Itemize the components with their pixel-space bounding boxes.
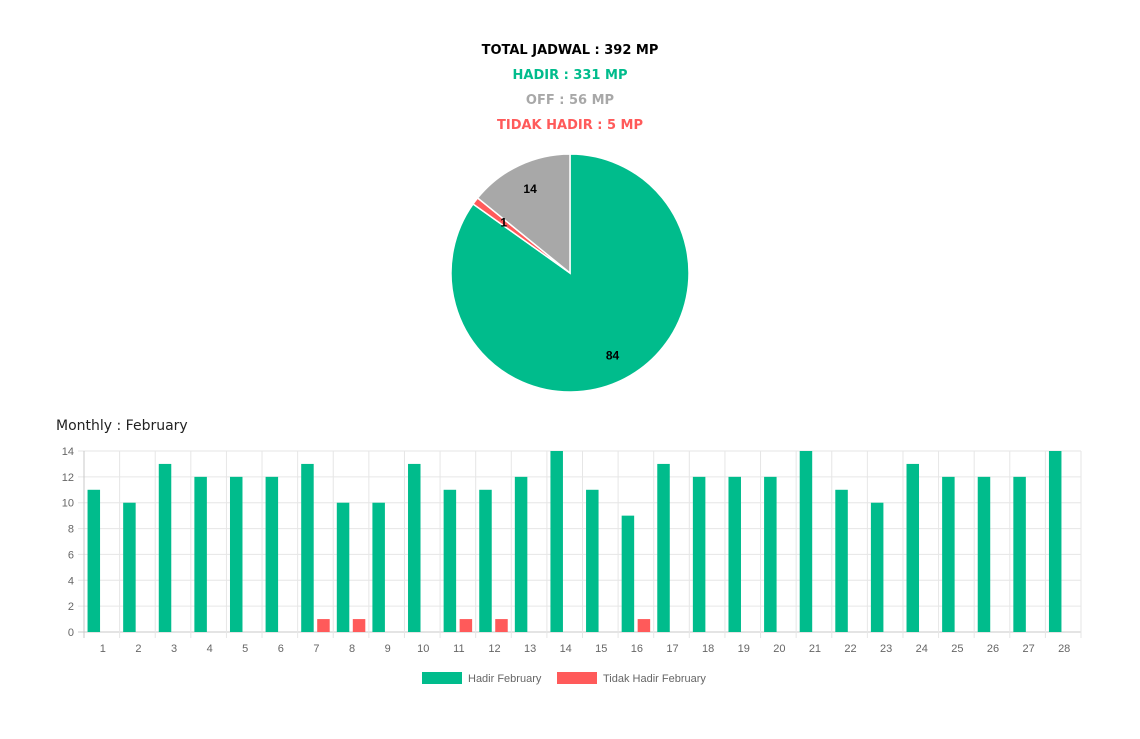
bar-tidak-hadir-day-16 [637,619,651,632]
bar-hadir-day-26 [977,476,991,632]
legend-tidak-hadir-label: Tidak Hadir February [603,673,706,685]
x-tick-label: 18 [702,643,714,655]
bar-hadir-day-13 [514,476,528,632]
bar-hadir-day-12 [479,489,492,632]
bar-hadir-day-28 [1048,451,1062,632]
bar-hadir-day-21 [799,451,813,632]
y-tick-label: 8 [68,524,74,536]
y-tick-label: 4 [68,575,74,587]
x-tick-label: 11 [453,643,464,655]
pie-label-hadir: 84 [606,349,620,363]
x-tick-label: 20 [773,643,785,655]
x-tick-label: 24 [916,643,928,655]
x-tick-label: 13 [524,643,536,655]
y-tick-label: 6 [68,549,74,561]
bar-hadir-day-27 [1013,476,1026,632]
legend-hadir-label: Hadir February [468,673,542,685]
legend-tidak-hadir[interactable]: Tidak Hadir February [557,672,706,685]
bar-tidak-hadir-day-7 [317,619,330,632]
bar-hadir-day-18 [692,476,706,632]
bar-hadir-day-9 [372,502,385,632]
x-tick-label: 8 [349,643,355,655]
bar-tidak-hadir-day-12 [495,619,508,632]
bar-tidak-hadir-day-8 [352,619,366,632]
x-tick-label: 9 [385,643,391,655]
bar-hadir-day-3 [158,463,172,632]
x-tick-label: 23 [880,643,892,655]
x-tick-label: 14 [560,643,572,655]
bar-hadir-day-24 [906,463,920,632]
y-tick-label: 2 [68,601,74,613]
x-tick-label: 7 [313,643,319,655]
pie-label-off: 14 [523,182,537,196]
bar-hadir-day-14 [550,451,563,632]
x-tick-label: 26 [987,643,999,655]
x-tick-label: 21 [809,643,821,655]
bar-hadir-day-5 [229,476,243,632]
pie-slice-off [476,153,571,275]
bar-hadir-day-2 [123,502,136,632]
tidak-hadir-summary-label: TIDAK HADIR : 5 MP [496,118,644,133]
x-tick-label: 17 [666,643,678,655]
x-tick-label: 10 [417,643,429,655]
x-tick-label: 2 [135,643,141,655]
x-tick-label: 1 [100,643,106,655]
x-tick-label: 22 [844,643,856,655]
y-tick-label: 12 [62,472,74,484]
bar-hadir-day-23 [870,502,884,632]
x-tick-label: 19 [738,643,750,655]
bar-hadir-day-25 [942,476,955,632]
bar-hadir-day-8 [336,502,350,632]
x-tick-label: 15 [595,643,607,655]
attendance-pie-chart: 84 1 14 [450,153,690,393]
bar-hadir-day-22 [835,489,848,632]
pie-label-tidak-hadir: 1 [500,216,507,230]
x-tick-label: 6 [278,643,284,655]
bar-hadir-day-15 [586,489,599,632]
y-tick-label: 0 [68,627,74,639]
bar-hadir-day-16 [621,515,635,632]
bar-tidak-hadir-day-11 [459,619,473,632]
bar-hadir-day-7 [301,463,314,632]
monthly-chart-title: Monthly : February [56,418,188,434]
x-tick-label: 4 [207,643,213,655]
off-summary-label: OFF : 56 MP [525,93,615,108]
y-tick-label: 10 [62,498,74,510]
x-tick-label: 12 [488,643,500,655]
bar-hadir-day-6 [265,476,279,632]
x-tick-label: 16 [631,643,643,655]
legend-hadir-swatch [422,672,462,684]
x-tick-label: 5 [242,643,248,655]
bar-hadir-day-20 [764,476,777,632]
legend-hadir[interactable]: Hadir February [422,672,542,685]
x-tick-label: 25 [951,643,963,655]
y-tick-label: 14 [62,446,74,458]
legend-tidak-hadir-swatch [557,672,597,684]
hadir-summary-label: HADIR : 331 MP [512,68,628,83]
x-tick-label: 3 [171,643,177,655]
x-tick-label: 27 [1022,643,1034,655]
bar-hadir-day-10 [408,463,421,632]
bar-hadir-day-17 [657,463,670,632]
bar-hadir-day-4 [194,476,207,632]
bar-hadir-day-19 [728,476,741,632]
bar-hadir-day-1 [87,489,101,632]
bar-hadir-day-11 [443,489,457,632]
x-tick-label: 28 [1058,643,1070,655]
total-jadwal-label: TOTAL JADWAL : 392 MP [481,43,659,58]
